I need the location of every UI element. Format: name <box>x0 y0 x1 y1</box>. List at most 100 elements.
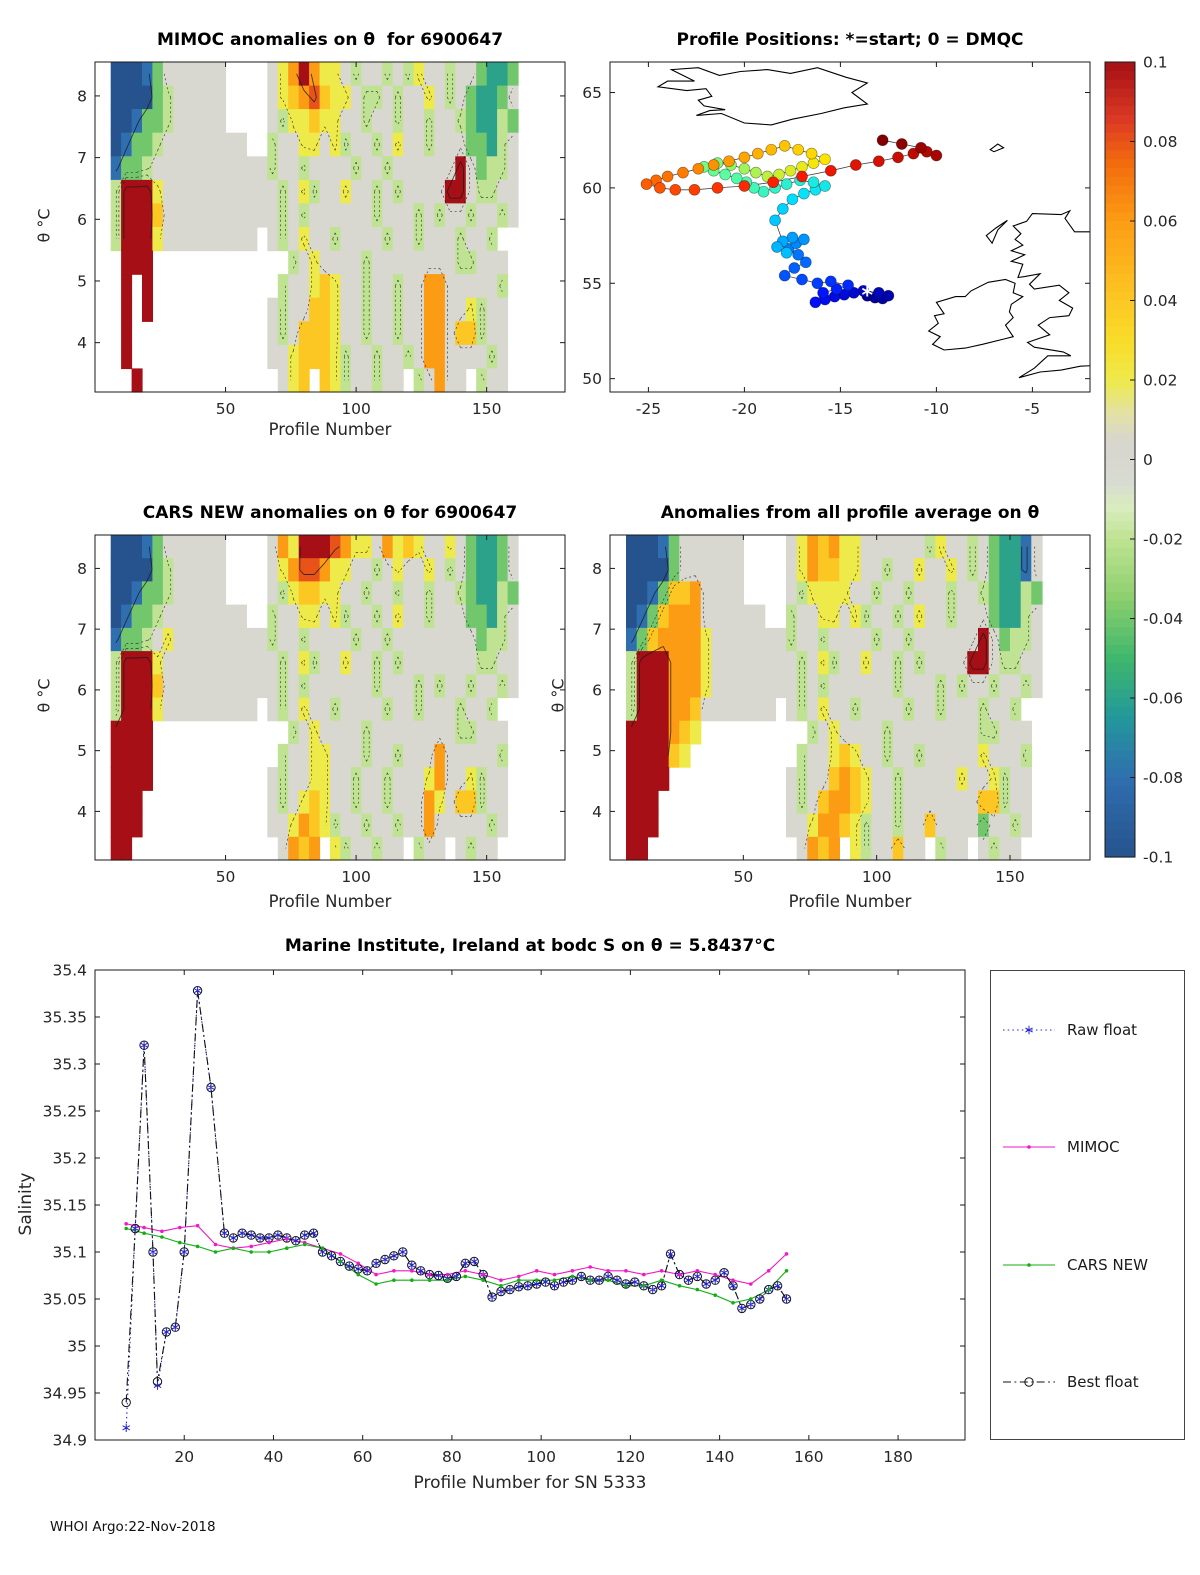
xlabel-mimoc: Profile Number <box>268 420 392 439</box>
svg-text:34.9: 34.9 <box>52 1432 87 1450</box>
legend-sample-best-float <box>1003 1377 1055 1387</box>
title-profile-positions: Profile Positions: *=start; 0 = DMQC <box>676 30 1024 50</box>
ylabel-avg: θ °C <box>548 678 568 713</box>
svg-text:8: 8 <box>592 560 602 578</box>
svg-text:35.05: 35.05 <box>43 1291 87 1309</box>
svg-text:7: 7 <box>592 621 602 639</box>
svg-text:-25: -25 <box>636 400 661 418</box>
svg-text:-5: -5 <box>1025 400 1040 418</box>
svg-text:150: 150 <box>472 868 502 886</box>
svg-text:35.2: 35.2 <box>52 1150 87 1168</box>
svg-text:-0.02: -0.02 <box>1143 531 1183 549</box>
svg-text:100: 100 <box>862 868 892 886</box>
svg-text:50: 50 <box>582 370 602 388</box>
svg-text:20: 20 <box>174 1448 194 1466</box>
legend-entry-cars-new: CARS NEW <box>999 1253 1148 1277</box>
mimoc-anomalies-contours <box>115 73 514 381</box>
series-markers <box>121 986 792 1432</box>
cars-anomalies-cells <box>110 535 519 861</box>
legend-entry-best-float: Best float <box>999 1370 1139 1394</box>
svg-text:160: 160 <box>794 1448 824 1466</box>
map-content: * <box>640 67 1090 379</box>
markers-cars-new <box>124 1226 789 1305</box>
svg-text:120: 120 <box>616 1448 646 1466</box>
svg-text:-10: -10 <box>924 400 949 418</box>
svg-text:0.08: 0.08 <box>1143 133 1178 151</box>
cars-anomalies-plot: 50 100 150 4 5 6 7 8 <box>77 534 566 886</box>
svg-text:150: 150 <box>995 868 1025 886</box>
svg-text:80: 80 <box>442 1448 462 1466</box>
coastlines <box>656 67 1090 379</box>
svg-text:6: 6 <box>77 211 87 229</box>
svg-text:7: 7 <box>77 149 87 167</box>
colorbar: 0.1 0.08 0.06 0.04 0.02 0 -0.02 -0.04 -0.06 -0.08… <box>1104 54 1183 867</box>
svg-text:50: 50 <box>216 868 236 886</box>
svg-text:35.4: 35.4 <box>52 962 87 980</box>
svg-text:50: 50 <box>733 868 753 886</box>
title-salinity: Marine Institute, Ireland at bodc S on θ… <box>284 936 776 956</box>
legend-sample-mimoc <box>1003 1145 1055 1149</box>
salinity-plot: 20 40 60 80 100 120 140 160 180 34.9 34.95 35 35.05 3… <box>43 962 966 1466</box>
ylabel-mimoc: θ °C <box>34 208 54 243</box>
legend-sample-cars-new <box>1003 1263 1055 1267</box>
svg-text:34.95: 34.95 <box>43 1385 87 1403</box>
svg-text:150: 150 <box>472 400 502 418</box>
svg-text:100: 100 <box>526 1448 556 1466</box>
title-mimoc-anomalies: MIMOC anomalies on θ for 6900647 <box>156 30 504 50</box>
avg-anomalies-plot: 50 100 150 4 5 6 7 8 <box>592 534 1091 886</box>
avg-anomalies-contours <box>630 546 1038 849</box>
legend-label-raw-float: Raw float <box>1067 1021 1138 1039</box>
legend-label-best-float: Best float <box>1067 1373 1139 1391</box>
svg-text:40: 40 <box>264 1448 284 1466</box>
title-avg-anomalies: Anomalies from all profile average on θ <box>660 503 1040 523</box>
svg-text:7: 7 <box>77 621 87 639</box>
markers-mimoc <box>124 1222 789 1286</box>
svg-text:5: 5 <box>592 742 602 760</box>
legend-label-mimoc: MIMOC <box>1067 1138 1120 1156</box>
start-marker: * <box>862 284 874 309</box>
svg-text:60: 60 <box>353 1448 373 1466</box>
svg-text:180: 180 <box>883 1448 913 1466</box>
svg-text:4: 4 <box>77 334 87 352</box>
svg-text:0.02: 0.02 <box>1143 372 1178 390</box>
svg-text:55: 55 <box>582 275 602 293</box>
svg-text:-15: -15 <box>828 400 853 418</box>
svg-text:*: * <box>862 284 874 309</box>
svg-text:60: 60 <box>582 179 602 197</box>
ylabel-cars: θ °C <box>34 678 54 713</box>
svg-text:35.35: 35.35 <box>43 1009 87 1027</box>
svg-text:-20: -20 <box>732 400 757 418</box>
title-cars-anomalies: CARS NEW anomalies on θ for 6900647 <box>142 503 518 523</box>
svg-text:8: 8 <box>77 87 87 105</box>
ylabel-salinity: Salinity <box>16 1172 36 1236</box>
svg-text:0.1: 0.1 <box>1143 54 1168 72</box>
legend-entry-raw-float: Raw float <box>999 1018 1137 1042</box>
svg-text:4: 4 <box>77 803 87 821</box>
xlabel-cars: Profile Number <box>268 892 392 911</box>
svg-text:35.3: 35.3 <box>52 1056 87 1074</box>
svg-text:35.15: 35.15 <box>43 1197 87 1215</box>
svg-text:140: 140 <box>705 1448 735 1466</box>
cars-anomalies-contours <box>115 546 514 849</box>
svg-text:50: 50 <box>216 400 236 418</box>
svg-text:-0.1: -0.1 <box>1143 849 1173 867</box>
svg-text:-0.06: -0.06 <box>1143 690 1183 708</box>
svg-text:35.25: 35.25 <box>43 1103 87 1121</box>
legend-sample-raw-float <box>1003 1025 1055 1035</box>
profile-positions-plot: * -25 -20 -15 -10 -5 50 55 60 65 <box>582 61 1091 418</box>
svg-text:0.06: 0.06 <box>1143 213 1178 231</box>
svg-text:65: 65 <box>582 84 602 102</box>
markers-best-float <box>121 986 792 1408</box>
svg-text:100: 100 <box>341 400 371 418</box>
mimoc-anomalies-cells <box>110 62 519 393</box>
svg-text:0: 0 <box>1143 451 1153 469</box>
series-lines <box>125 990 787 1428</box>
svg-text:35.1: 35.1 <box>52 1244 87 1262</box>
svg-text:0.04: 0.04 <box>1143 292 1178 310</box>
svg-text:6: 6 <box>592 681 602 699</box>
mimoc-anomalies-plot: 50 100 150 4 5 6 7 8 <box>77 61 566 418</box>
footer-watermark: WHOI Argo:22-Nov-2018 <box>50 1519 216 1535</box>
svg-text:8: 8 <box>77 560 87 578</box>
